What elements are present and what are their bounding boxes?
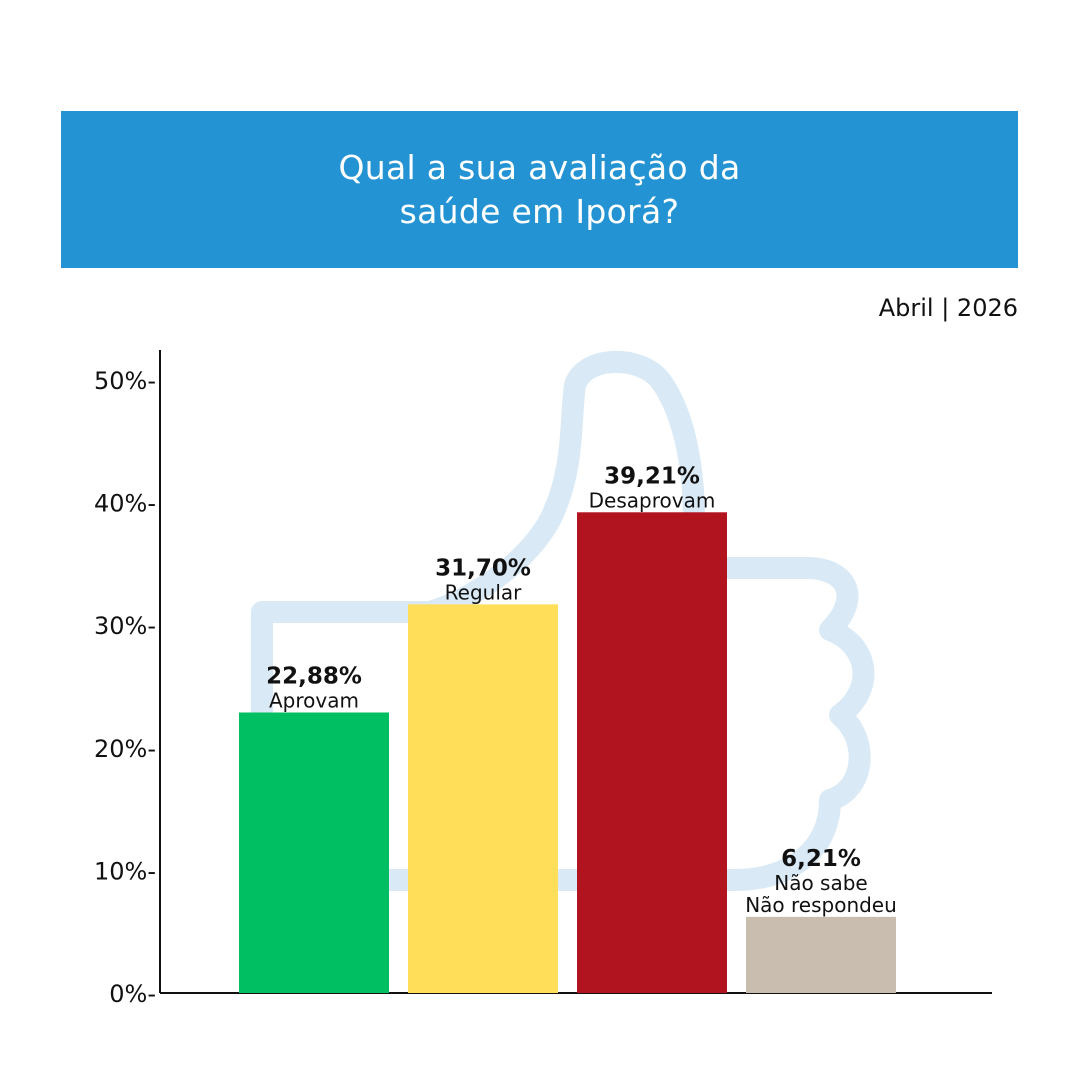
y-tick-label: 10%- (94, 857, 156, 885)
bars (239, 512, 896, 993)
y-tick-label: 0%- (109, 980, 156, 1008)
category-label: Desaprovam (589, 488, 716, 512)
bar (577, 512, 727, 993)
category-label: Regular (445, 580, 522, 604)
value-label: 31,70% (435, 555, 531, 581)
chart-title: Qual a sua avaliação da saúde em Iporá? (338, 147, 741, 231)
category-label: Não respondeu (745, 893, 897, 917)
y-tick-label: 30%- (94, 612, 156, 640)
date-label: Abril | 2026 (878, 294, 1018, 322)
y-tick-label: 50%- (94, 367, 156, 395)
y-tick-label: 40%- (94, 490, 156, 518)
value-label: 39,21% (604, 463, 700, 489)
title-banner: Qual a sua avaliação da saúde em Iporá? (61, 111, 1018, 268)
bar (408, 604, 558, 993)
value-label: 6,21% (781, 846, 861, 872)
category-label: Aprovam (269, 688, 359, 712)
value-label: 22,88% (266, 663, 362, 689)
bar (746, 916, 896, 993)
category-label: Não sabe (774, 871, 868, 895)
bar (239, 712, 389, 993)
y-tick-label: 20%- (94, 735, 156, 763)
